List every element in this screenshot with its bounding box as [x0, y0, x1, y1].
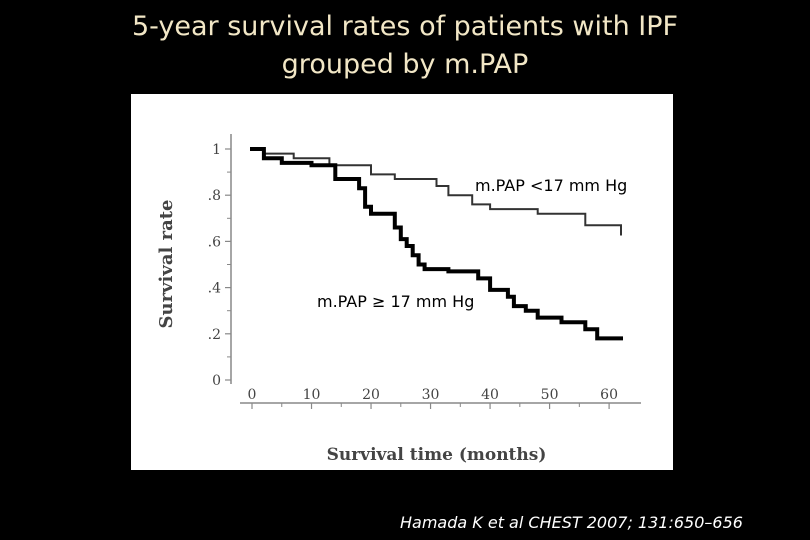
x-tick-label: 20	[362, 387, 380, 403]
y-tick-label: 0	[212, 373, 221, 389]
x-tick-label: 60	[600, 387, 618, 403]
x-tick-label: 0	[248, 387, 257, 403]
citation: Hamada K et al CHEST 2007; 131:650–656	[400, 513, 743, 532]
y-tick-label: 1	[212, 142, 221, 158]
series-low-mpap-curve	[251, 148, 622, 236]
x-tick-label: 30	[422, 387, 440, 403]
chart-panel: 0.2.4.6.8 1 0 10 20 30 40 50 60 Survival time (mo…	[131, 94, 673, 470]
y-tick-label: .6	[208, 234, 221, 250]
x-tick-label: 50	[541, 387, 559, 403]
y-tick-label: .4	[208, 281, 221, 297]
x-tick-label: 40	[481, 387, 499, 403]
y-tick-label: .2	[208, 327, 221, 343]
x-axis-title: Survival time (months)	[327, 445, 547, 465]
x-tick-label: 10	[303, 387, 321, 403]
slide-title-line-1: 5-year survival rates of patients with I…	[131, 11, 679, 42]
slide-title-line-2: grouped by m.PAP	[281, 49, 529, 80]
slide-title: 5-year survival rates of patients with I…	[0, 8, 810, 84]
series-low-mpap-label: m.PAP <17 mm Hg	[475, 176, 627, 195]
y-axis-title: Survival rate	[156, 199, 177, 328]
y-tick-label: .8	[208, 188, 221, 204]
series-high-mpap-label: m.PAP ≥ 17 mm Hg	[317, 292, 474, 311]
series-high-mpap-curve	[250, 147, 623, 341]
